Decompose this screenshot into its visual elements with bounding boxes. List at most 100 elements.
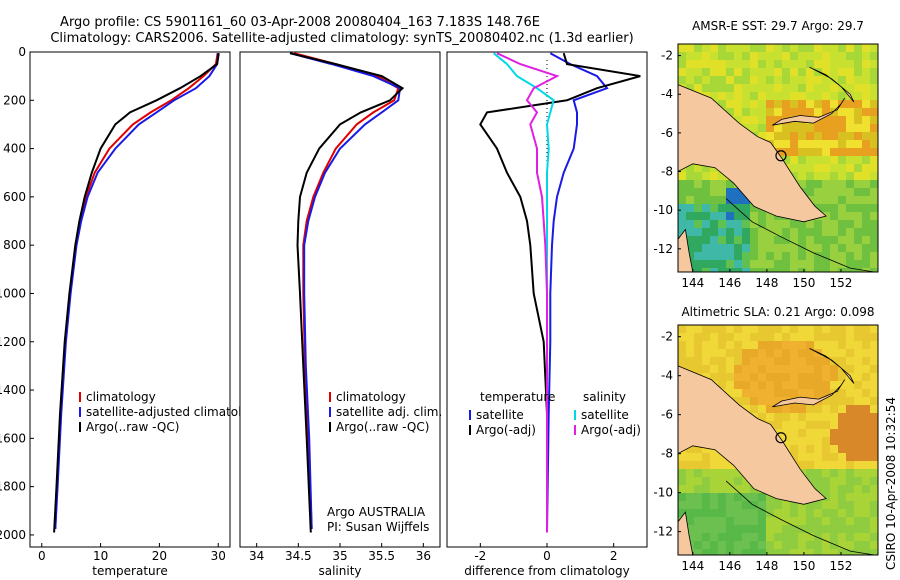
map-cell bbox=[830, 204, 838, 212]
map-cell bbox=[814, 533, 822, 541]
map-cell bbox=[710, 501, 718, 509]
map-cell bbox=[726, 92, 734, 100]
map-cell bbox=[742, 52, 750, 60]
map-cell bbox=[702, 244, 710, 252]
map-cell bbox=[846, 325, 854, 333]
map-cell bbox=[854, 212, 862, 220]
map-frame bbox=[677, 43, 879, 273]
map-cell bbox=[838, 268, 846, 272]
salinity-panel: 34 34.5 35 35.5 36 salinity climatologysatelli… bbox=[239, 51, 442, 578]
map-cell bbox=[782, 68, 790, 76]
map-cell bbox=[862, 44, 870, 52]
map-cell bbox=[766, 44, 774, 52]
map-cell bbox=[742, 493, 750, 501]
map-cell bbox=[718, 236, 726, 244]
map-cell bbox=[694, 453, 702, 461]
map-cell bbox=[870, 108, 878, 116]
legend-label: climatology bbox=[86, 390, 156, 404]
map-cell bbox=[686, 349, 694, 357]
map-cell bbox=[870, 397, 878, 405]
map-cell bbox=[846, 220, 854, 228]
map-cell bbox=[822, 60, 830, 68]
map-cell bbox=[870, 132, 878, 140]
map-cell bbox=[854, 148, 862, 156]
map-cell bbox=[694, 485, 702, 493]
map-cell bbox=[870, 268, 878, 272]
map-cell bbox=[798, 389, 806, 397]
map-cell bbox=[686, 52, 694, 60]
map-cell bbox=[726, 188, 734, 196]
map-cell bbox=[870, 60, 878, 68]
map-cell bbox=[814, 44, 822, 52]
map-cell bbox=[806, 349, 814, 357]
map-cell bbox=[806, 501, 814, 509]
map-cell bbox=[806, 260, 814, 268]
map-cell bbox=[822, 357, 830, 365]
map-cell bbox=[766, 236, 774, 244]
map-cell bbox=[862, 124, 870, 132]
map-cell bbox=[702, 349, 710, 357]
map-cell bbox=[830, 84, 838, 92]
map-cell bbox=[854, 341, 862, 349]
map-cell bbox=[798, 84, 806, 92]
map-cell bbox=[814, 469, 822, 477]
map-cell bbox=[846, 341, 854, 349]
map-cell bbox=[822, 252, 830, 260]
map-cell bbox=[758, 116, 766, 124]
map-cell bbox=[686, 501, 694, 509]
map-cell bbox=[702, 469, 710, 477]
map-cell bbox=[766, 268, 774, 272]
map-cell bbox=[774, 236, 782, 244]
map-cell bbox=[838, 68, 846, 76]
map-cell bbox=[862, 493, 870, 501]
map-cell bbox=[838, 501, 846, 509]
map-cell bbox=[702, 252, 710, 260]
map-cell bbox=[822, 381, 830, 389]
series-line-argo-raw-qc- bbox=[53, 53, 220, 533]
map-cell bbox=[718, 180, 726, 188]
argo-location-marker bbox=[775, 432, 787, 444]
map-cell bbox=[806, 180, 814, 188]
map-cell bbox=[814, 341, 822, 349]
map-cell bbox=[766, 244, 774, 252]
map-cell bbox=[806, 533, 814, 541]
map-cell bbox=[686, 365, 694, 373]
map-cell bbox=[742, 252, 750, 260]
map-cell bbox=[790, 268, 798, 272]
map-cell bbox=[702, 236, 710, 244]
map-cell bbox=[830, 501, 838, 509]
map-cell bbox=[870, 244, 878, 252]
map-cell bbox=[806, 413, 814, 421]
map-cell bbox=[782, 84, 790, 92]
map-cell bbox=[734, 188, 742, 196]
map-cell bbox=[870, 228, 878, 236]
map-cell bbox=[822, 180, 830, 188]
map-cell bbox=[758, 533, 766, 541]
map-cell bbox=[822, 196, 830, 204]
map-cell bbox=[686, 333, 694, 341]
map-cell bbox=[726, 212, 734, 220]
map-cell bbox=[790, 84, 798, 92]
map-cell bbox=[814, 381, 822, 389]
map-cell bbox=[838, 413, 846, 421]
map-cell bbox=[774, 541, 782, 549]
map-cell bbox=[814, 156, 822, 164]
map-cell bbox=[838, 397, 846, 405]
map-cell bbox=[798, 164, 806, 172]
map-cell bbox=[846, 349, 854, 357]
map-cell bbox=[814, 52, 822, 60]
map-cell bbox=[782, 517, 790, 525]
map-y-tick-label: -6 bbox=[661, 126, 673, 140]
map-cell bbox=[710, 44, 718, 52]
map-cell bbox=[742, 92, 750, 100]
map-cell bbox=[774, 252, 782, 260]
map-cell bbox=[862, 341, 870, 349]
map-cell bbox=[862, 68, 870, 76]
map-cell bbox=[790, 52, 798, 60]
map-cell bbox=[862, 84, 870, 92]
map-cell bbox=[838, 220, 846, 228]
map-cell bbox=[742, 485, 750, 493]
map-cell bbox=[830, 357, 838, 365]
map-cell bbox=[822, 172, 830, 180]
map-cell bbox=[742, 389, 750, 397]
